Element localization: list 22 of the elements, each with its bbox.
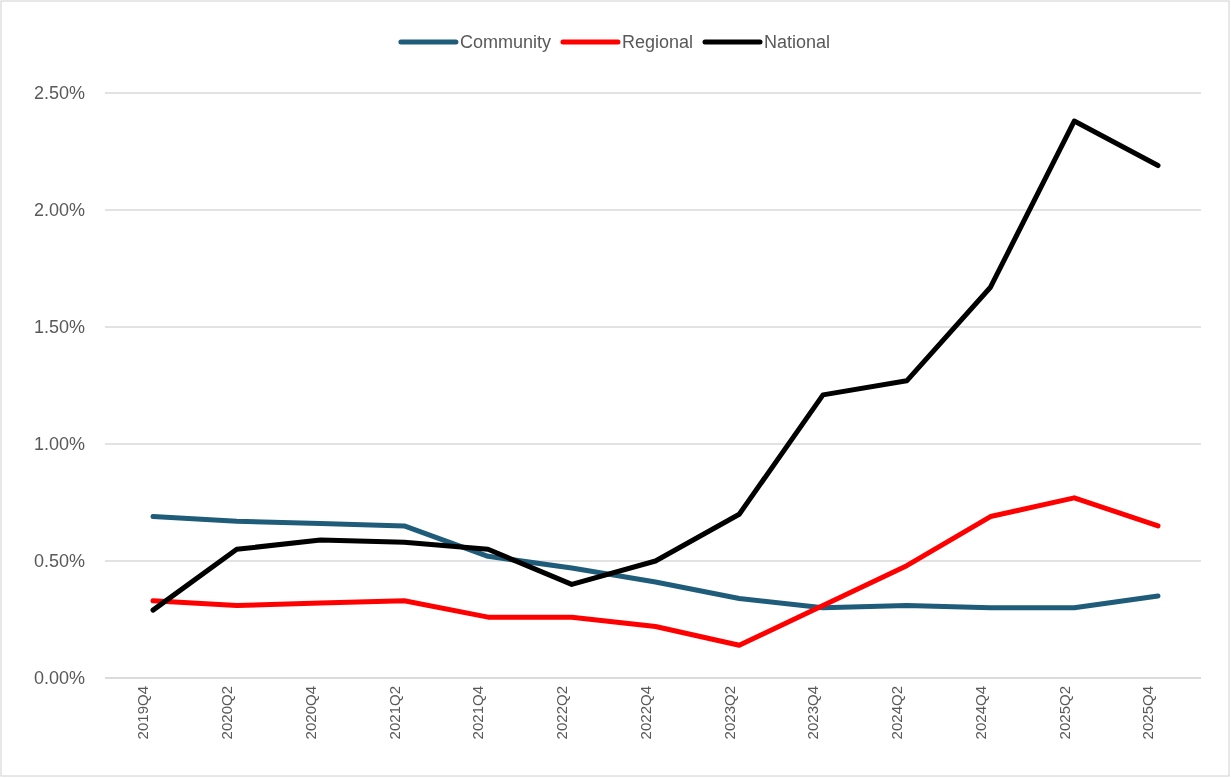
legend-label: National bbox=[764, 32, 831, 52]
legend-label: Community bbox=[459, 32, 551, 52]
x-tick-label: 2020Q4 bbox=[301, 686, 319, 740]
y-tick-label: 1.50% bbox=[33, 317, 85, 338]
x-tick-label: 2022Q2 bbox=[553, 686, 570, 740]
x-tick-label: 2023Q4 bbox=[804, 686, 822, 740]
x-tick-label: 2025Q2 bbox=[1055, 686, 1073, 740]
x-tick-label: 2021Q2 bbox=[385, 686, 403, 740]
legend-label: Regional bbox=[621, 32, 694, 52]
x-tick-label: 2024Q2 bbox=[888, 686, 905, 740]
x-tick-label: 2019Q4 bbox=[134, 686, 152, 740]
x-tick-label: 2025Q4 bbox=[1139, 686, 1157, 740]
y-tick-label: 2.50% bbox=[33, 83, 85, 104]
y-tick-label: 0.00% bbox=[33, 668, 85, 689]
x-tick-label: 2023Q2 bbox=[720, 686, 738, 740]
y-tick-label: 1.00% bbox=[33, 434, 85, 455]
x-tick-label: 2020Q2 bbox=[218, 686, 235, 740]
x-tick-label: 2024Q4 bbox=[971, 686, 989, 740]
y-tick-label: 0.50% bbox=[33, 551, 85, 572]
x-tick-label: 2022Q4 bbox=[636, 686, 654, 740]
y-tick-label: 2.00% bbox=[33, 200, 85, 221]
x-tick-label: 2021Q4 bbox=[469, 686, 487, 740]
